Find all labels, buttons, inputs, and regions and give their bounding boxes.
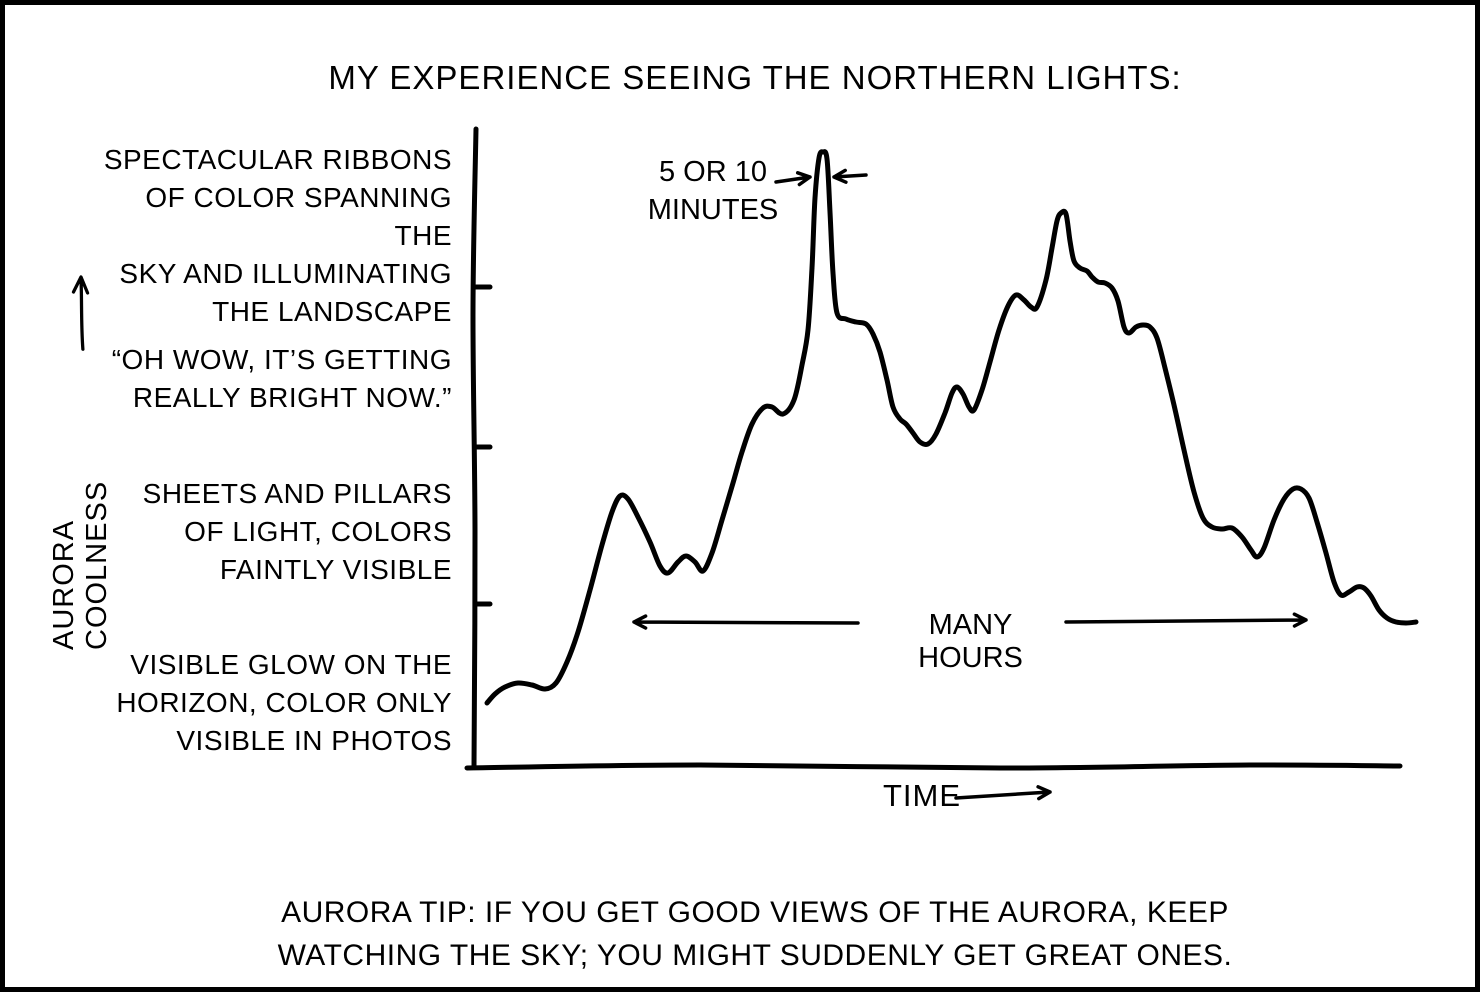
y-tick-label-spectacular-ribbons: SPECTACULAR RIBBONS OF COLOR SPANNING TH… [103,144,452,327]
up-arrow-icon [71,275,90,352]
x-axis-line [464,762,1403,771]
many-hours-left-arrow [632,614,860,630]
x-axis-label: TIME [883,778,962,813]
y-tick-label-visible-glow: VISIBLE GLOW ON THE HORIZON, COLOR ONLY … [116,649,452,756]
y-axis-line [470,126,479,770]
spike-width-left-arrow [774,171,812,187]
time-axis-arrow [954,785,1052,801]
aurora-coolness-chart [464,126,1419,801]
y-tick-label-oh-wow: “OH WOW, IT’S GETTING REALLY BRIGHT NOW.… [111,344,452,413]
many-hours-right-arrow [1064,612,1308,628]
y-tick-label-sheets-and-pillars: SHEETS AND PILLARS OF LIGHT, COLORS FAIN… [142,478,452,585]
y-axis-label: AURORA COOLNESS [48,270,113,650]
chart-title: MY EXPERIENCE SEEING THE NORTHERN LIGHTS… [328,59,1182,96]
caption-text: AURORA TIP: IF YOU GET GOOD VIEWS OF THE… [277,896,1233,972]
spike-width-right-arrow [832,168,868,184]
aurora-coolness-curve [484,149,1419,706]
spike-duration-annotation: 5 OR 10 MINUTES [647,156,779,226]
many-hours-annotation: MANY HOURS [918,609,1023,674]
